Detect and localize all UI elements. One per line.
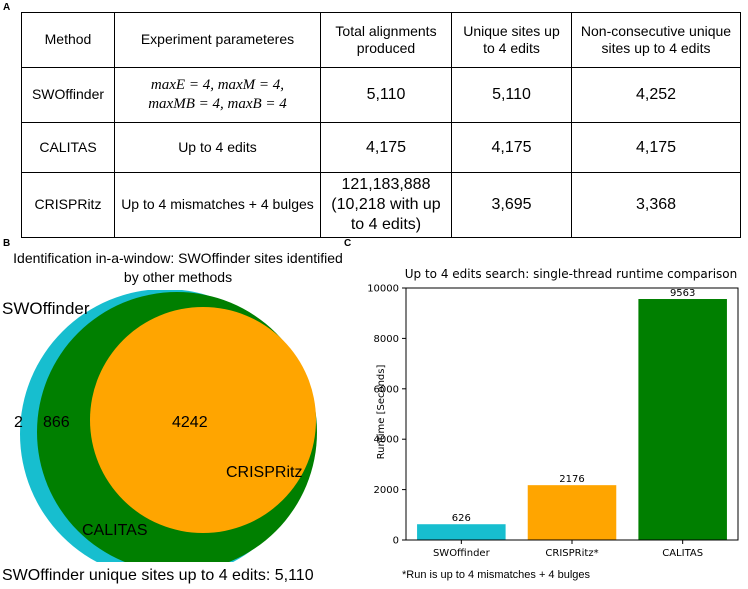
table-row: SWOffinder maxE = 4, maxM = 4, maxMB = 4… (21, 67, 741, 123)
y-tick-label: 6000 (374, 384, 399, 395)
comparison-table: Method Experiment parameteres Total alig… (21, 12, 741, 238)
header-unique-sites: Unique sites up to 4 edits (451, 12, 572, 68)
param-formula-line2: maxMB = 4, maxB = 4 (148, 96, 287, 112)
crispritz-overlap-count: 4242 (172, 414, 208, 431)
cell-total: 4,175 (320, 122, 452, 173)
cell-unique: 4,175 (451, 122, 572, 173)
cell-parameters: maxE = 4, maxM = 4, maxMB = 4, maxB = 4 (114, 67, 321, 123)
table-row: CRISPRitz Up to 4 mismatches + 4 bulges … (21, 172, 741, 238)
swoffinder-only-count: 2 (14, 414, 23, 431)
header-total-alignments: Total alignments produced (320, 12, 452, 68)
bar-swoffinder (417, 524, 506, 540)
crispritz-circle (90, 307, 316, 533)
runtime-bar-chart: Up to 4 edits search: single-thread runt… (367, 267, 739, 559)
crispritz-label: CRISPRitz (226, 464, 302, 481)
table-header-row: Method Experiment parameteres Total alig… (21, 12, 741, 68)
header-parameters: Experiment parameteres (114, 12, 321, 68)
cell-parameters: Up to 4 mismatches + 4 bulges (114, 172, 321, 238)
venn-footer: SWOffinder unique sites up to 4 edits: 5… (2, 567, 314, 584)
x-tick-label: CRISPRitz* (545, 548, 598, 559)
header-method: Method (21, 12, 115, 68)
cell-unique: 5,110 (451, 67, 572, 123)
panel-label-c: C (344, 238, 352, 249)
venn-title: Identification in-a-window: SWOffinder s… (13, 250, 343, 285)
y-axis: 0 2000 4000 6000 8000 10000 (367, 284, 406, 547)
cell-parameters: Up to 4 edits (114, 122, 321, 173)
cell-method: SWOffinder (21, 67, 115, 123)
calitas-only-count: 866 (43, 414, 70, 431)
y-tick-label: 4000 (374, 435, 399, 446)
plot-frame (405, 287, 739, 541)
panel-label-a: A (3, 2, 11, 13)
y-tick-label: 8000 (374, 334, 399, 345)
y-tick-label: 10000 (367, 284, 399, 295)
header-nonconsecutive-sites: Non-consecutive unique sites up to 4 edi… (571, 12, 741, 68)
cell-nonconsecutive: 4,175 (571, 122, 741, 173)
y-axis-label: Runtime [Seconds] (376, 365, 387, 460)
footnote: *Run is up to 4 mismatches + 4 bulges (402, 569, 591, 581)
x-tick-label: CALITAS (662, 548, 703, 559)
cell-total: 121,183,888 (10,218 with up to 4 edits) (320, 172, 452, 238)
y-tick-label: 2000 (374, 485, 399, 496)
bar-calitas (638, 299, 727, 540)
x-tick-label: SWOffinder (433, 548, 491, 559)
y-tick-label: 0 (393, 536, 399, 547)
cell-total: 5,110 (320, 67, 452, 123)
cell-unique: 3,695 (451, 172, 572, 238)
bars-group: 626 2176 9563 (417, 288, 727, 540)
venn-diagram: SWOffinder 2 866 4242 CRISPRitz CALITAS (2, 290, 317, 562)
cell-nonconsecutive: 4,252 (571, 67, 741, 123)
table-row: CALITAS Up to 4 edits 4,175 4,175 4,175 (21, 122, 741, 173)
swoffinder-label: SWOffinder (2, 299, 90, 318)
panel-label-b: B (3, 238, 11, 249)
cell-method: CRISPRitz (21, 172, 115, 238)
bar-value-label: 2176 (559, 474, 584, 485)
cell-nonconsecutive: 3,368 (571, 172, 741, 238)
bar-crispritz (527, 485, 617, 540)
bar-value-label: 9563 (670, 288, 695, 299)
chart-title: Up to 4 edits search: single-thread runt… (405, 267, 738, 281)
x-axis: SWOffinder CRISPRitz* CALITAS (433, 540, 703, 559)
bar-value-label: 626 (452, 513, 471, 524)
calitas-label: CALITAS (82, 522, 148, 539)
param-formula-line1: maxE = 4, maxM = 4, (150, 76, 285, 93)
cell-method: CALITAS (21, 122, 115, 173)
